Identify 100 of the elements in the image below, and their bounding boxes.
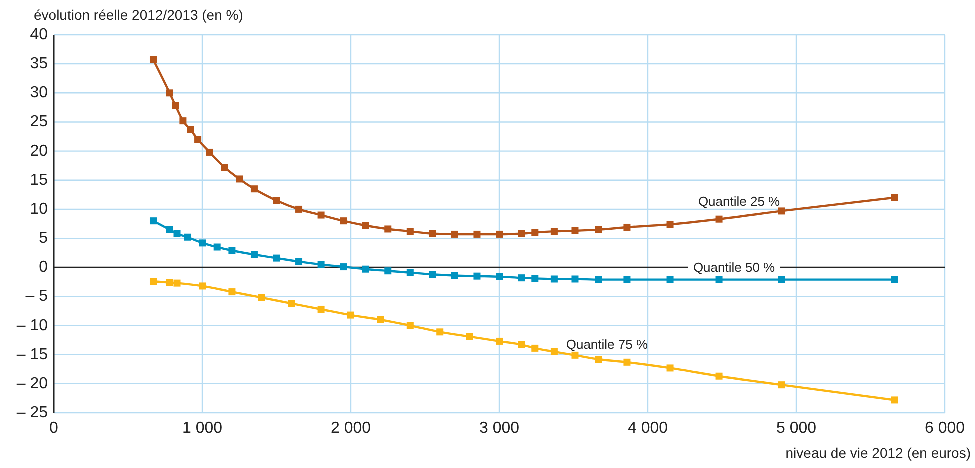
point <box>318 212 325 219</box>
point <box>716 216 723 223</box>
point <box>891 194 898 202</box>
point <box>666 276 674 284</box>
point <box>891 276 898 284</box>
point <box>180 118 187 125</box>
point <box>474 230 481 238</box>
point <box>236 176 244 183</box>
point <box>532 275 539 282</box>
point <box>406 322 414 330</box>
y-tick-label: 40 <box>30 26 48 44</box>
x-tick-label: 3 000 <box>479 420 520 437</box>
point <box>406 228 414 236</box>
point <box>384 226 392 233</box>
point <box>250 186 258 193</box>
point <box>532 229 539 236</box>
point <box>166 279 174 286</box>
point <box>377 316 384 324</box>
y-tick-label: 15 <box>30 172 48 189</box>
point <box>150 56 157 64</box>
point <box>184 234 192 241</box>
x-tick-label: 5 000 <box>776 420 817 437</box>
y-tick-label: – 10 <box>16 317 48 334</box>
point <box>474 272 481 280</box>
point <box>496 338 503 345</box>
point <box>572 276 579 283</box>
x-tick-label: 4 000 <box>628 420 668 437</box>
y-tick-label: – 15 <box>16 346 48 364</box>
point <box>258 294 266 302</box>
y-tick-label: 5 <box>39 230 48 248</box>
point <box>150 278 157 286</box>
series-label: Quantile 25 % <box>698 194 781 209</box>
y-tick-label: 10 <box>30 200 48 218</box>
point <box>362 222 370 230</box>
point <box>595 276 602 284</box>
point <box>273 197 280 204</box>
point <box>296 258 303 266</box>
point <box>550 228 558 236</box>
y-tick-label: 25 <box>30 114 48 131</box>
point <box>496 230 503 238</box>
point <box>406 269 414 276</box>
point <box>429 271 436 278</box>
point <box>595 356 602 363</box>
point <box>518 230 526 238</box>
x-tick-label: 2 000 <box>330 420 372 437</box>
series-label: Quantile 50 % <box>693 260 776 276</box>
point <box>496 273 503 280</box>
x-axis-title: niveau de vie 2012 (en euros) <box>786 445 971 461</box>
point <box>518 341 526 348</box>
point <box>451 272 458 280</box>
y-tick-label: – 5 <box>26 288 48 306</box>
point <box>187 126 194 134</box>
point <box>199 282 206 290</box>
point <box>166 226 174 234</box>
point <box>891 396 898 404</box>
point <box>384 268 392 275</box>
point <box>532 344 539 352</box>
point <box>550 276 558 283</box>
point <box>436 328 444 336</box>
point <box>595 226 602 234</box>
point <box>362 266 370 273</box>
point <box>466 333 474 340</box>
point <box>228 247 236 254</box>
point <box>778 276 786 284</box>
point <box>206 148 214 156</box>
point <box>174 280 181 287</box>
point <box>318 306 325 313</box>
y-tick-label: 35 <box>30 56 48 73</box>
x-tick-label: 0 <box>50 420 59 437</box>
point <box>572 227 579 234</box>
point <box>174 230 181 238</box>
point <box>348 312 354 319</box>
x-tick-label: 6 000 <box>924 420 966 437</box>
point <box>296 206 303 213</box>
point <box>150 218 157 225</box>
point <box>572 352 579 359</box>
point <box>221 164 228 172</box>
point <box>778 208 786 215</box>
point <box>199 240 206 247</box>
point <box>318 261 325 268</box>
point <box>250 251 258 258</box>
point <box>716 372 723 380</box>
point <box>166 90 174 97</box>
y-tick-label: 30 <box>30 84 48 102</box>
point <box>429 230 436 238</box>
point <box>451 230 458 238</box>
point <box>624 276 631 284</box>
point <box>288 300 296 308</box>
point <box>194 136 202 144</box>
point <box>624 358 631 366</box>
point <box>778 382 786 389</box>
series-label: Quantile 75 % <box>566 336 648 352</box>
y-tick-label: – 20 <box>16 375 48 392</box>
point <box>172 102 180 110</box>
point <box>518 274 526 282</box>
point <box>550 348 558 356</box>
point <box>214 244 221 251</box>
point <box>666 364 674 372</box>
point <box>624 224 631 231</box>
point <box>666 221 674 228</box>
